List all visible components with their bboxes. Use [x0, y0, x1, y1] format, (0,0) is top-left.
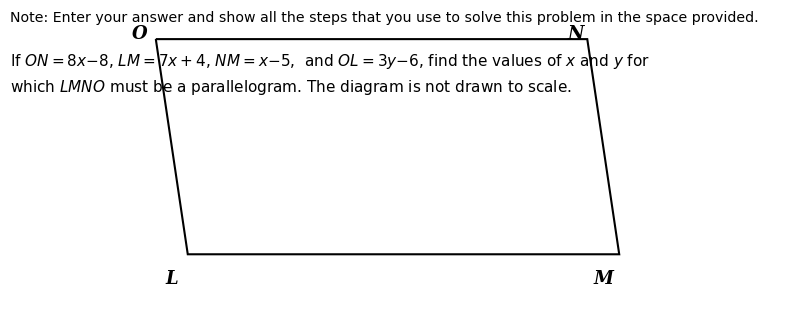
Text: If $\mathit{ON} = 8x$$-$8, $\mathit{LM} = 7x + 4$, $\mathit{NM} = x$$-$5,  and $: If $\mathit{ON} = 8x$$-$8, $\mathit{LM} … — [10, 52, 650, 71]
Text: which $\mathit{LMNO}$ must be a parallelogram. The diagram is not drawn to scale: which $\mathit{LMNO}$ must be a parallel… — [10, 78, 572, 97]
Text: O: O — [132, 25, 148, 43]
Text: L: L — [165, 270, 178, 288]
Text: N: N — [567, 25, 583, 43]
Text: Note: Enter your answer and show all the steps that you use to solve this proble: Note: Enter your answer and show all the… — [10, 11, 759, 25]
Text: M: M — [594, 270, 613, 288]
